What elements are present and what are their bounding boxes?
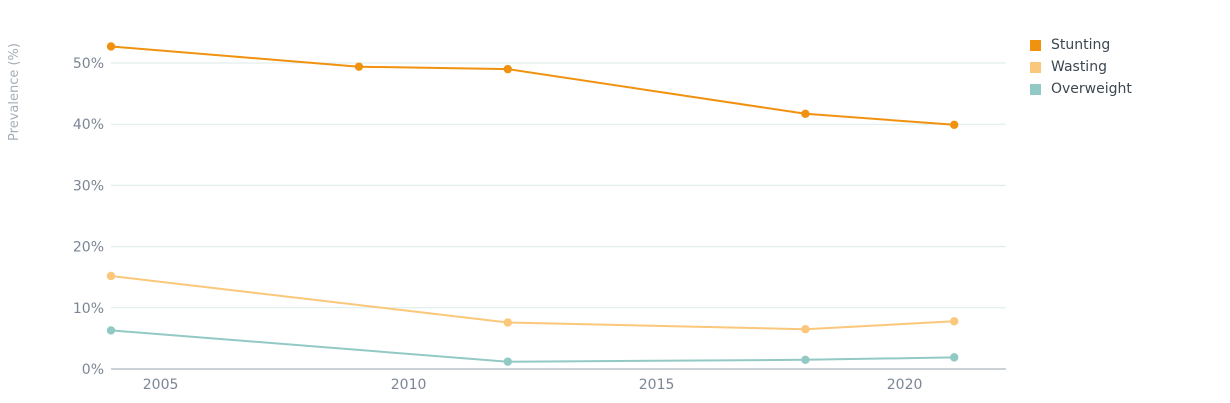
y-tick-label-50: 50% <box>73 56 104 72</box>
x-tick-label-2015: 2015 <box>639 377 675 393</box>
data-point-overweight-2004 <box>106 326 116 335</box>
legend-item-overweight[interactable]: Overweight <box>1030 78 1132 100</box>
data-point-stunting-2018 <box>801 109 810 118</box>
legend-label-overweight: Overweight <box>1051 81 1132 97</box>
data-point-stunting-2009 <box>354 62 364 71</box>
x-tick-label-2020: 2020 <box>887 377 923 393</box>
legend-label-stunting: Stunting <box>1051 37 1111 53</box>
series-line-wasting <box>110 275 955 331</box>
data-point-overweight-2012 <box>503 357 512 366</box>
data-point-stunting-2012 <box>503 64 512 74</box>
x-tick-label-2010: 2010 <box>391 377 427 393</box>
y-tick-label-40: 40% <box>73 117 104 133</box>
gridlines <box>111 62 1006 370</box>
data-point-stunting-2004 <box>106 42 116 51</box>
y-tick-label-20: 20% <box>73 240 104 256</box>
series-group <box>106 42 959 366</box>
series-line-overweight <box>110 329 955 363</box>
y-tick-label-10: 10% <box>73 301 104 317</box>
legend-item-wasting[interactable]: Wasting <box>1030 56 1132 78</box>
data-point-overweight-2018 <box>801 355 810 365</box>
legend-swatch-wasting <box>1030 61 1041 73</box>
y-axis-label: Prevalence (%) <box>7 43 22 141</box>
data-point-wasting-2018 <box>801 325 810 334</box>
data-point-wasting-2004 <box>106 271 116 281</box>
x-axis-ticks: 2005 2010 2015 2020 <box>143 377 923 393</box>
legend: Stunting Wasting Overweight <box>1030 34 1132 100</box>
legend-item-stunting[interactable]: Stunting <box>1030 34 1132 56</box>
y-tick-label-30: 30% <box>73 178 104 194</box>
x-tick-label-2005: 2005 <box>143 377 179 393</box>
y-axis-ticks: 0% 10% 20% 30% 40% 50% <box>73 56 104 378</box>
data-point-stunting-2021 <box>950 120 959 130</box>
legend-swatch-overweight <box>1030 83 1041 95</box>
data-point-overweight-2021 <box>950 353 959 362</box>
data-point-wasting-2021 <box>950 317 959 326</box>
series-line-stunting <box>110 45 955 126</box>
y-tick-label-0: 0% <box>82 362 104 378</box>
data-point-wasting-2012 <box>503 318 512 327</box>
legend-swatch-stunting <box>1030 39 1041 51</box>
legend-label-wasting: Wasting <box>1051 59 1107 75</box>
